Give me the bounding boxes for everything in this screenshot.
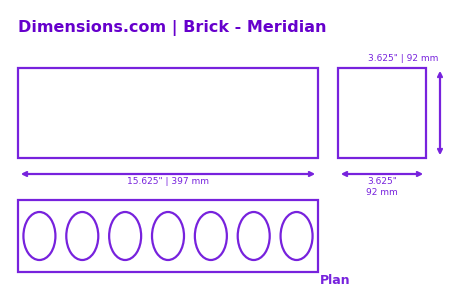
Text: 15.625" | 397 mm: 15.625" | 397 mm xyxy=(127,177,209,186)
Text: Dimensions.com | Brick - Meridian: Dimensions.com | Brick - Meridian xyxy=(18,20,327,36)
Text: 92 mm: 92 mm xyxy=(366,188,398,197)
Bar xyxy=(18,200,318,272)
Bar xyxy=(18,68,318,158)
Text: 3.625": 3.625" xyxy=(367,177,397,186)
Bar xyxy=(338,68,426,158)
Text: 3.625" | 92 mm: 3.625" | 92 mm xyxy=(368,54,438,63)
Text: Plan: Plan xyxy=(320,274,351,287)
